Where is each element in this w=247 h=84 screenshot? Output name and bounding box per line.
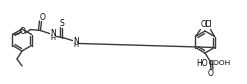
Text: HO: HO (196, 59, 208, 68)
Text: S: S (59, 18, 64, 27)
Text: Cl: Cl (201, 20, 208, 29)
Text: H: H (50, 35, 56, 41)
Text: O: O (20, 27, 25, 37)
Text: COOH: COOH (209, 60, 231, 66)
Text: N: N (73, 37, 79, 46)
Text: O: O (208, 69, 214, 79)
Text: N: N (50, 29, 56, 38)
Text: H: H (73, 42, 79, 48)
Text: Cl: Cl (205, 20, 212, 29)
Text: O: O (40, 13, 45, 22)
